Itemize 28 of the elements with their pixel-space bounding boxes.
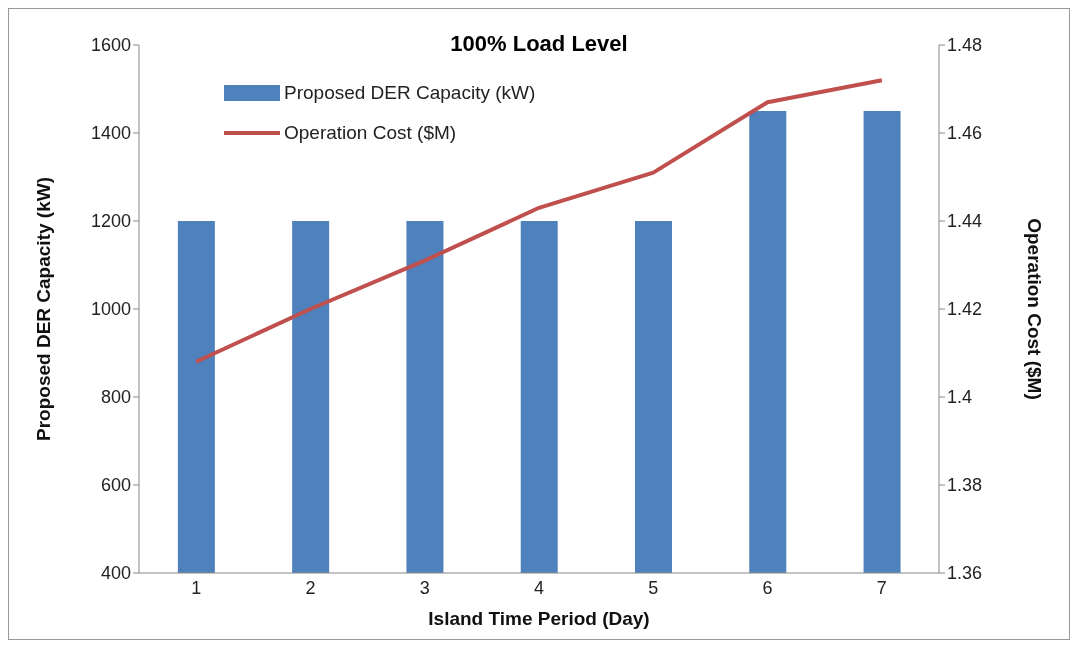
legend-label: Proposed DER Capacity (kW) bbox=[284, 82, 536, 104]
x-tick-label: 5 bbox=[648, 577, 659, 598]
y-tick-label: 400 bbox=[100, 563, 131, 584]
y2-tick-label: 1.42 bbox=[947, 299, 983, 320]
y2-axis-title: Operation Cost ($M) bbox=[1024, 218, 1046, 400]
y-tick-label: 600 bbox=[100, 475, 131, 496]
x-tick-label: 1 bbox=[191, 577, 202, 598]
y2-tick-label: 1.36 bbox=[947, 563, 983, 584]
y2-tick-label: 1.38 bbox=[947, 475, 983, 496]
line-series bbox=[194, 78, 884, 364]
x-tick-label: 3 bbox=[419, 577, 430, 598]
y2-tick-label: 1.46 bbox=[947, 123, 983, 144]
y-tick-label: 1000 bbox=[90, 299, 131, 320]
x-tick-label: 6 bbox=[762, 577, 773, 598]
y-tick-label: 1200 bbox=[90, 211, 131, 232]
y-tick-label: 1600 bbox=[90, 35, 131, 56]
x-tick-label: 2 bbox=[305, 577, 316, 598]
y-tick-label: 1400 bbox=[90, 123, 131, 144]
x-axis-title: Island Time Period (Day) bbox=[428, 608, 650, 629]
legend-label: Operation Cost ($M) bbox=[284, 122, 457, 144]
y2-tick-label: 1.48 bbox=[947, 35, 983, 56]
y-tick-label: 800 bbox=[100, 387, 131, 408]
chart-title: 100% Load Level bbox=[450, 31, 628, 56]
y2-tick-label: 1.44 bbox=[947, 211, 983, 232]
y-axis-title: Proposed DER Capacity (kW) bbox=[32, 177, 54, 441]
x-tick-label: 4 bbox=[533, 577, 545, 598]
x-tick-label: 7 bbox=[876, 577, 887, 598]
y2-tick-label: 1.4 bbox=[947, 387, 973, 408]
